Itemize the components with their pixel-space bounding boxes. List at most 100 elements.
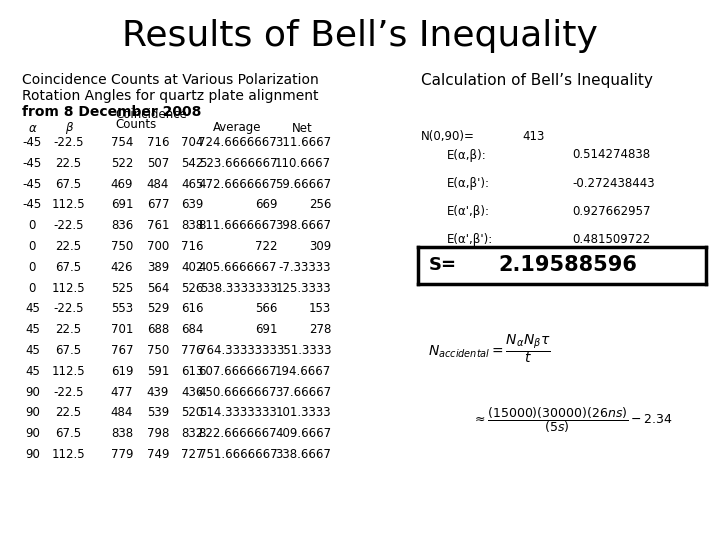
Text: 45: 45 [25,302,40,315]
Text: 311.6667: 311.6667 [275,136,331,149]
Text: 523.6666667: 523.6666667 [199,157,277,170]
Text: 45: 45 [25,323,40,336]
Text: 767: 767 [111,344,133,357]
Text: 477: 477 [111,386,133,399]
Text: 616: 616 [181,302,204,315]
Text: -22.5: -22.5 [53,219,84,232]
Text: 539: 539 [147,406,169,420]
Text: E(α,β'):: E(α,β'): [446,177,490,190]
Text: 750: 750 [147,344,169,357]
Text: 553: 553 [111,302,133,315]
Text: 566: 566 [255,302,277,315]
Text: 0.927662957: 0.927662957 [572,205,651,218]
Text: S=: S= [429,256,457,274]
Text: 112.5: 112.5 [52,365,85,378]
Text: 0.481509722: 0.481509722 [572,233,651,246]
Text: 22.5: 22.5 [55,406,81,420]
Text: 0: 0 [29,261,36,274]
Text: 754: 754 [111,136,133,149]
Text: 677: 677 [147,198,169,212]
Text: Coincidence: Coincidence [115,108,187,121]
Text: 722: 722 [255,240,277,253]
Text: Results of Bell’s Inequality: Results of Bell’s Inequality [122,19,598,53]
Text: 90: 90 [25,427,40,440]
Text: 469: 469 [111,178,133,191]
Text: 112.5: 112.5 [52,282,85,295]
Text: 684: 684 [181,323,204,336]
Text: 529: 529 [147,302,169,315]
Text: 542: 542 [181,157,204,170]
Text: 90: 90 [25,386,40,399]
Text: 22.5: 22.5 [55,240,81,253]
Text: 750: 750 [111,240,133,253]
Text: N(0,90)=: N(0,90)= [421,130,475,143]
Text: 613: 613 [181,365,204,378]
Text: 751.6666667: 751.6666667 [199,448,277,461]
Text: 450.6666667: 450.6666667 [199,386,277,399]
Text: 522: 522 [111,157,133,170]
Text: 22.5: 22.5 [55,323,81,336]
Text: 526: 526 [181,282,204,295]
Text: Net: Net [292,122,312,134]
Text: 520: 520 [181,406,204,420]
Text: 67.5: 67.5 [55,344,81,357]
Text: 564: 564 [147,282,169,295]
Text: 691: 691 [255,323,277,336]
Text: 0: 0 [29,219,36,232]
Text: α: α [29,122,36,134]
Text: 37.66667: 37.66667 [275,386,331,399]
Text: 639: 639 [181,198,204,212]
Text: 112.5: 112.5 [52,198,85,212]
Text: $N_{accidental} = \dfrac{N_{\alpha} N_{\beta} \tau}{t}$: $N_{accidental} = \dfrac{N_{\alpha} N_{\… [428,332,551,365]
Text: Calculation of Bell’s Inequality: Calculation of Bell’s Inequality [421,73,653,88]
Text: 0.514274838: 0.514274838 [572,148,651,161]
Text: 0: 0 [29,282,36,295]
Text: 125.3333: 125.3333 [276,282,331,295]
Text: 727: 727 [181,448,204,461]
Text: E(α,β):: E(α,β): [446,148,486,161]
Text: $\approx \dfrac{(15000)(30000)(26ns)}{(5s)} - 2.34$: $\approx \dfrac{(15000)(30000)(26ns)}{(5… [472,405,672,435]
Text: 439: 439 [147,386,169,399]
Text: 749: 749 [147,448,169,461]
Text: 764.3333333: 764.3333333 [199,344,277,357]
Text: 110.6667: 110.6667 [275,157,331,170]
Text: 278: 278 [309,323,331,336]
Text: 45: 45 [25,344,40,357]
Text: 409.6667: 409.6667 [275,427,331,440]
Text: 704: 704 [181,136,204,149]
Text: E(α',β):: E(α',β): [446,205,490,218]
Text: 398.6667: 398.6667 [275,219,331,232]
Text: 101.3333: 101.3333 [276,406,331,420]
Text: 351.3333: 351.3333 [276,344,331,357]
Text: 405.6666667: 405.6666667 [199,261,277,274]
Text: 761: 761 [147,219,169,232]
Text: 2.19588596: 2.19588596 [498,255,637,275]
Text: 688: 688 [147,323,169,336]
Text: 607.6666667: 607.6666667 [199,365,277,378]
Text: 0: 0 [29,240,36,253]
Text: -22.5: -22.5 [53,302,84,315]
Text: 45: 45 [25,365,40,378]
Text: 67.5: 67.5 [55,427,81,440]
Text: 67.5: 67.5 [55,261,81,274]
Text: 309: 309 [309,240,331,253]
Text: 194.6667: 194.6667 [275,365,331,378]
Text: 90: 90 [25,448,40,461]
Text: 716: 716 [181,240,204,253]
Text: 832: 832 [181,427,204,440]
Text: 798: 798 [147,427,169,440]
Text: Counts: Counts [115,118,156,131]
Text: 436: 436 [181,386,204,399]
Text: 776: 776 [181,344,204,357]
Text: -0.272438443: -0.272438443 [572,177,655,190]
Text: 724.6666667: 724.6666667 [199,136,277,149]
Text: 153: 153 [309,302,331,315]
Text: -45: -45 [23,178,42,191]
Text: 619: 619 [111,365,133,378]
Text: 90: 90 [25,406,40,420]
Text: 811.6666667: 811.6666667 [199,219,277,232]
Text: -45: -45 [23,198,42,212]
Text: 465: 465 [181,178,204,191]
Text: 484: 484 [147,178,169,191]
Text: 691: 691 [111,198,133,212]
